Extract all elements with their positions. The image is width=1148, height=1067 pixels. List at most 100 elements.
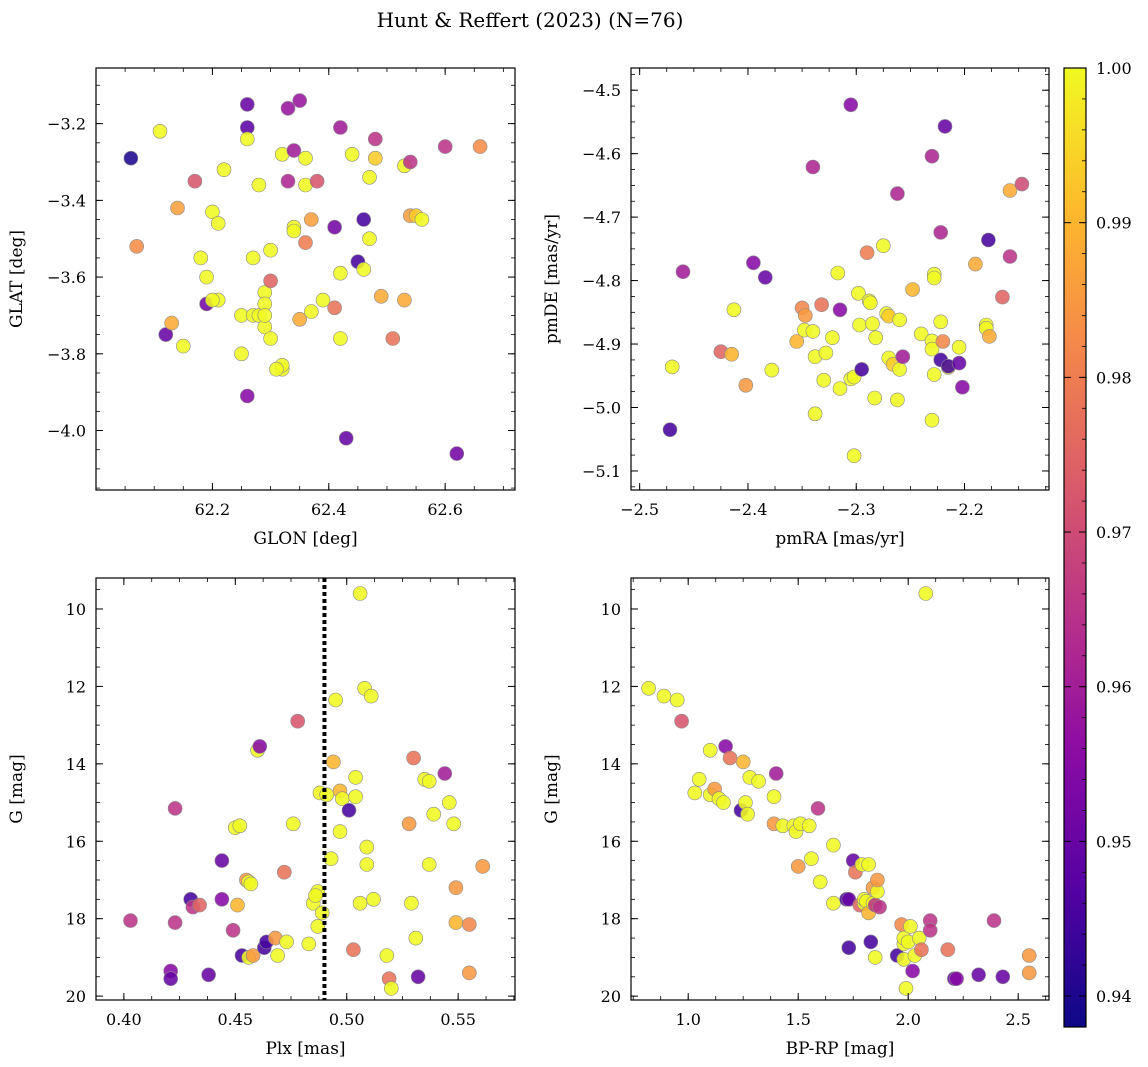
scatter-point bbox=[995, 969, 1011, 985]
scatter-point bbox=[926, 270, 942, 286]
scatter-point bbox=[366, 891, 381, 907]
scatter-point bbox=[280, 173, 296, 189]
scatter-point bbox=[766, 789, 782, 805]
scatter-point bbox=[270, 948, 285, 963]
scatter-point bbox=[205, 292, 220, 308]
scatter-point bbox=[826, 837, 841, 853]
scatter-point bbox=[192, 897, 207, 913]
scatter-point bbox=[352, 895, 368, 911]
scatter-point bbox=[292, 93, 308, 108]
scatter-point bbox=[234, 346, 249, 362]
scatter-point bbox=[898, 981, 914, 996]
scatter-point bbox=[914, 942, 929, 958]
scatter-point bbox=[164, 315, 179, 331]
scatter-point bbox=[421, 773, 437, 789]
scatter-point bbox=[279, 934, 294, 950]
scatter-point bbox=[338, 430, 354, 446]
scatter-point bbox=[285, 816, 301, 832]
points-bottom-right bbox=[641, 586, 1037, 996]
scatter-point bbox=[789, 334, 805, 349]
scatter-point bbox=[363, 688, 379, 704]
scatter-point bbox=[757, 270, 773, 285]
scatter-point bbox=[359, 839, 375, 855]
scatter-point bbox=[940, 942, 956, 958]
scatter-point bbox=[892, 362, 907, 377]
scatter-point bbox=[933, 225, 949, 240]
scatter-point bbox=[841, 940, 857, 956]
scatter-point bbox=[280, 101, 296, 116]
y-tick-label: 16 bbox=[66, 832, 86, 851]
scatter-point bbox=[315, 292, 331, 308]
colorbar-tick-label: 0.95 bbox=[1096, 832, 1132, 851]
scatter-point bbox=[804, 851, 819, 867]
scatter-point bbox=[383, 981, 399, 996]
scatter-point bbox=[924, 412, 940, 428]
scatter-point bbox=[301, 936, 317, 952]
scatter-point bbox=[892, 312, 907, 328]
scatter-point bbox=[379, 948, 395, 963]
colorbar-tick-label: 0.99 bbox=[1096, 214, 1132, 233]
y-tick-label: 16 bbox=[601, 832, 621, 851]
x-tick-label: 2.0 bbox=[895, 1010, 920, 1029]
scatter-point bbox=[805, 324, 821, 339]
colorbar-tick-label: 0.98 bbox=[1096, 368, 1132, 387]
scatter-point bbox=[982, 329, 997, 344]
scatter-point bbox=[308, 888, 323, 903]
scatter-point bbox=[843, 97, 859, 113]
y-tick-label: −5.1 bbox=[582, 462, 621, 481]
scatter-point bbox=[240, 131, 255, 147]
scatter-point bbox=[924, 341, 940, 357]
colorbar-tick-label: 0.97 bbox=[1096, 523, 1132, 542]
scatter-point bbox=[448, 915, 464, 930]
scatter-point bbox=[210, 216, 226, 231]
panel-bottom-right: 1.0 1.5 2.0 2.5 10 12 14 16 18 20 BP-RP [mag] G [ma… bbox=[542, 577, 1050, 1059]
scatter-point bbox=[797, 308, 813, 323]
scatter-point bbox=[341, 802, 357, 818]
scatter-point bbox=[163, 971, 178, 987]
y-tick-label: −4.9 bbox=[582, 335, 621, 354]
scatter-point bbox=[861, 857, 876, 872]
scatter-point bbox=[971, 967, 986, 983]
y-tick-label: 14 bbox=[66, 755, 86, 774]
scatter-point bbox=[333, 120, 348, 135]
y-tick-label: −4.5 bbox=[582, 81, 621, 100]
scatter-point bbox=[404, 895, 419, 911]
scatter-point bbox=[664, 359, 680, 375]
points-bottom-left bbox=[123, 586, 491, 996]
scatter-point bbox=[826, 895, 841, 911]
scatter-point bbox=[656, 688, 672, 704]
scatter-point bbox=[333, 331, 348, 346]
scatter-point bbox=[702, 742, 718, 758]
scatter-point bbox=[1021, 948, 1037, 963]
scatter-point bbox=[790, 859, 806, 874]
scatter-point bbox=[230, 897, 245, 913]
scatter-point bbox=[475, 859, 491, 874]
scatter-point bbox=[292, 311, 308, 327]
scatter-point bbox=[867, 950, 883, 965]
scatter-point bbox=[801, 818, 817, 834]
scatter-point bbox=[408, 930, 424, 946]
scatter-point bbox=[356, 212, 372, 227]
scatter-point bbox=[1002, 249, 1018, 264]
x-tick-label: 62.2 bbox=[195, 500, 231, 519]
scatter-point bbox=[243, 876, 259, 892]
scatter-point bbox=[406, 750, 421, 766]
scatter-point bbox=[687, 785, 703, 801]
x-tick-label: −2.4 bbox=[729, 500, 768, 519]
scatter-point bbox=[352, 586, 368, 601]
scatter-point bbox=[232, 818, 248, 834]
scatter-point bbox=[426, 806, 442, 822]
y-tick-label: −4.7 bbox=[582, 208, 621, 227]
scatter-point bbox=[905, 282, 920, 297]
scatter-point bbox=[890, 392, 905, 408]
y-tick-label: −3.8 bbox=[47, 345, 86, 364]
y-tick-label: −3.2 bbox=[47, 115, 86, 134]
scatter-point bbox=[951, 355, 967, 371]
scatter-point bbox=[310, 919, 326, 934]
scatter-point bbox=[868, 330, 884, 346]
scatter-point bbox=[995, 289, 1010, 305]
scatter-point bbox=[303, 304, 319, 319]
scatter-point bbox=[935, 334, 951, 349]
y-axis-label: pmDE [mas/yr] bbox=[542, 214, 562, 344]
y-tick-label: −3.6 bbox=[47, 268, 86, 287]
